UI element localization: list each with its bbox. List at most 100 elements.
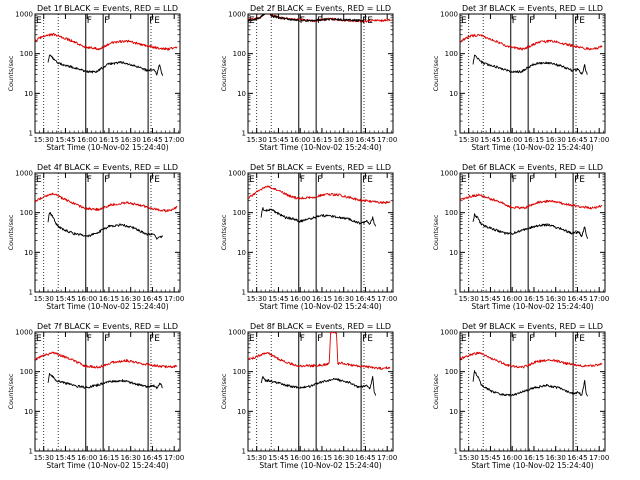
interval-marker: F	[512, 175, 517, 185]
plot-frame	[34, 13, 181, 134]
x-tick-label: 16:00	[290, 136, 310, 144]
x-tick-label: 15:45	[55, 295, 75, 303]
panel-6: Det 6f BLACK = Events, RED = LLD 1 10 100 10…	[432, 163, 609, 311]
interval-marker: FE	[362, 334, 373, 344]
y-axis-label: Counts/sec	[220, 55, 228, 91]
x-tick-label: 15:30	[459, 454, 479, 462]
y-tick-label: 1000	[440, 11, 458, 19]
y-tick-label: 1	[454, 448, 458, 456]
interval-marker: FE	[574, 175, 585, 185]
y-tick-label: 100	[233, 209, 246, 217]
x-tick-label: 16:15	[524, 295, 544, 303]
x-tick-label: 16:00	[502, 136, 522, 144]
interval-marker: E	[249, 334, 255, 344]
series-group	[460, 351, 603, 397]
x-axis-label: Start Time (10-Nov-02 15:24:40)	[471, 302, 593, 311]
y-axis-label: Counts/sec	[7, 373, 15, 409]
x-tick-label: 15:45	[268, 295, 288, 303]
panel-title: Det 9f BLACK = Events, RED = LLD	[462, 322, 603, 331]
x-tick-label: 16:15	[99, 454, 119, 462]
events-rate-line	[260, 207, 377, 227]
events-rate-line	[47, 372, 163, 390]
y-axis-label: Counts/sec	[432, 214, 440, 250]
x-tick-label: 16:45	[355, 295, 375, 303]
series-group	[460, 33, 603, 75]
x-axis-label: Start Time (10-Nov-02 15:24:40)	[471, 461, 593, 470]
x-tick-label: 15:45	[480, 454, 500, 462]
lld-rate-line	[248, 332, 391, 371]
interval-marker: F	[529, 16, 534, 26]
series-group	[35, 351, 178, 390]
x-tick-label: 16:15	[524, 136, 544, 144]
plot-frame	[247, 172, 394, 293]
x-tick-label: 16:45	[142, 295, 162, 303]
interval-marker: F	[300, 334, 305, 344]
y-tick-label: 1	[454, 130, 458, 138]
panel-1: Det 1f BLACK = Events, RED = LLD 1 10 100 10…	[7, 4, 184, 152]
interval-marker: F	[317, 334, 322, 344]
y-tick-label: 10	[237, 408, 246, 416]
interval-marker: FE	[362, 175, 373, 185]
x-tick-label: 15:45	[55, 454, 75, 462]
panel-9: Det 9f BLACK = Events, RED = LLD 1 10 100 10…	[432, 322, 609, 470]
x-axis-label: Start Time (10-Nov-02 15:24:40)	[259, 461, 381, 470]
y-tick-label: 1	[29, 289, 33, 297]
interval-marker: F	[87, 175, 92, 185]
y-tick-label: 1	[242, 130, 246, 138]
panel-title: Det 6f BLACK = Events, RED = LLD	[462, 163, 603, 172]
y-tick-label: 100	[20, 209, 33, 217]
y-tick-label: 1	[242, 289, 246, 297]
panel-title: Det 7f BLACK = Events, RED = LLD	[37, 322, 178, 331]
plot-frame	[34, 172, 181, 293]
x-axis-label: Start Time (10-Nov-02 15:24:40)	[259, 302, 381, 311]
y-tick-label: 1	[242, 448, 246, 456]
interval-marker: F	[317, 16, 322, 26]
plot-frame	[34, 331, 181, 452]
x-tick-label: 17:00	[589, 295, 609, 303]
lld-rate-line	[35, 192, 178, 213]
lld-rate-line	[460, 351, 603, 369]
lld-rate-line	[35, 32, 178, 51]
series-group	[248, 332, 391, 396]
x-tick-label: 15:45	[55, 136, 75, 144]
y-tick-label: 10	[24, 90, 33, 98]
y-tick-label: 100	[445, 368, 458, 376]
x-tick-label: 16:00	[502, 454, 522, 462]
y-axis-label: Counts/sec	[7, 214, 15, 250]
y-tick-label: 10	[449, 249, 458, 257]
events-rate-line	[47, 212, 163, 240]
x-tick-label: 16:45	[355, 454, 375, 462]
x-tick-label: 17:00	[377, 295, 397, 303]
x-tick-label: 16:30	[121, 295, 141, 303]
interval-marker: E	[461, 16, 467, 26]
interval-marker: E	[36, 175, 42, 185]
x-tick-label: 15:45	[480, 295, 500, 303]
y-axis-label: Counts/sec	[220, 214, 228, 250]
interval-marker: E	[461, 334, 467, 344]
interval-marker: F	[512, 16, 517, 26]
x-tick-label: 17:00	[164, 295, 184, 303]
y-tick-label: 100	[233, 50, 246, 58]
y-tick-label: 1000	[440, 170, 458, 178]
lld-rate-line	[460, 193, 603, 210]
panel-4: Det 4f BLACK = Events, RED = LLD 1 10 100 10…	[7, 163, 184, 311]
x-axis-label: Start Time (10-Nov-02 15:24:40)	[259, 143, 381, 152]
x-tick-label: 16:45	[567, 295, 587, 303]
y-tick-label: 1000	[15, 170, 33, 178]
plot-frame	[459, 331, 606, 452]
panel-2: Det 2f BLACK = Events, RED = LLD 1 10 100 10…	[220, 4, 397, 152]
x-tick-label: 17:00	[377, 454, 397, 462]
interval-marker: F	[104, 334, 109, 344]
x-axis-label: Start Time (10-Nov-02 15:24:40)	[46, 461, 168, 470]
panel-title: Det 4f BLACK = Events, RED = LLD	[37, 163, 178, 172]
x-tick-label: 16:45	[142, 136, 162, 144]
plot-frame	[247, 13, 394, 134]
y-axis-label: Counts/sec	[432, 55, 440, 91]
x-tick-label: 15:30	[34, 295, 54, 303]
y-tick-label: 1000	[15, 11, 33, 19]
y-tick-label: 1	[29, 448, 33, 456]
y-tick-label: 100	[20, 50, 33, 58]
events-rate-line	[472, 213, 589, 239]
